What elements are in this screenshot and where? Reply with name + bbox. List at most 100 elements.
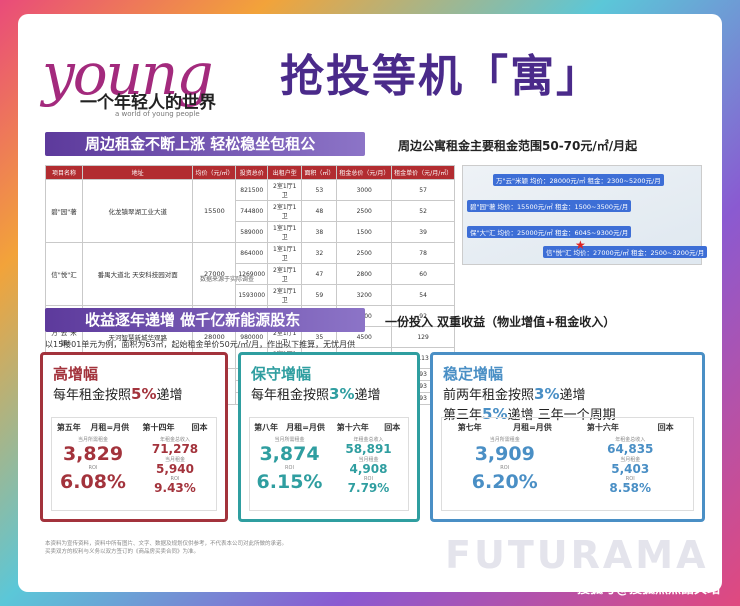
- cell: 2500: [336, 242, 393, 264]
- card-desc: 每年租金按照3%递增: [251, 386, 417, 404]
- th: 项目名称: [45, 165, 83, 180]
- card-desc: 第三年5%递增 三年一个周期: [443, 406, 702, 424]
- disclaimer-line: 买卖双方的权利与义务以双方签订的《商品房买卖合同》为准。: [45, 549, 200, 555]
- tag: 月租=月供: [90, 423, 130, 432]
- label: 当月租金: [358, 457, 379, 463]
- th: 均价（元/㎡）: [192, 165, 237, 180]
- label: 当月租金: [164, 457, 185, 463]
- map: 万"云"米颖 均价：28000元/㎡ 租金：2300~5200元/月 碧"园"著 …: [462, 165, 708, 265]
- col: 第五年 月租=月供 当月所需租金 3,829 ROI 6.08%: [52, 418, 134, 510]
- section-side: 周边公寓租金主要租金范围50-70元/㎡/月起: [398, 139, 638, 153]
- label: 当月所需租金: [489, 437, 520, 443]
- label: 年租金总收入: [353, 437, 384, 443]
- cell: 2室1厅1卫: [267, 284, 303, 306]
- cell: 番禺大道北 天安科技园对面: [81, 242, 194, 306]
- desc-text: 每年租金按照: [53, 388, 132, 403]
- cell: 1500: [336, 221, 393, 243]
- subtitle: 一个年轻人的世界: [80, 93, 216, 113]
- roi: 6.20%: [471, 471, 538, 493]
- cell: 化龙镇翠湖工业大道: [81, 179, 194, 243]
- tag: 回本: [657, 423, 674, 432]
- caption: 数据来源于实际调查: [200, 276, 255, 283]
- th: 地址: [81, 165, 194, 180]
- card-desc: 前两年租金按照3%递增: [443, 386, 702, 404]
- year: 第十四年: [142, 423, 175, 432]
- cell: 48: [301, 200, 338, 222]
- label: ROI: [170, 476, 180, 482]
- cell: 59: [301, 284, 338, 306]
- cell: 2室1厅1卫: [267, 179, 303, 201]
- cell: 1593000: [235, 284, 269, 306]
- tag: 月租=月供: [513, 423, 552, 432]
- roi: 7.79%: [347, 481, 390, 495]
- section-side: 一份投入 双重收益（物业增值+租金收入）: [385, 315, 616, 329]
- cell: 864000: [235, 242, 269, 264]
- cell: 3000: [336, 179, 393, 201]
- header-row: 项目名称 地址 均价（元/㎡） 投资总价 出租户型 面积（㎡） 租金总价（元/月） 租金单价（…: [45, 165, 455, 180]
- cell: 53: [301, 179, 338, 201]
- label: ROI: [500, 465, 510, 471]
- cell: 39: [391, 221, 455, 243]
- section-heading: 周边租金不断上涨 轻松稳坐包租公: [45, 132, 365, 156]
- desc-text: 递增: [156, 388, 183, 403]
- desc-text: 前两年租金按照: [443, 388, 535, 403]
- col: 第十六年 回本 年租金总收入 58,891 当月租金 4,908 ROI 7.79%: [329, 418, 408, 510]
- label: 当月所需租金: [77, 437, 108, 443]
- cell: 15500: [192, 179, 237, 243]
- col-head: 第七年 月租=月供: [442, 422, 568, 433]
- card-desc: 每年租金按照5%递增: [53, 386, 225, 404]
- cell: 52: [391, 200, 455, 222]
- tagline: a world of young people: [115, 110, 200, 118]
- highlight: 3%: [329, 385, 355, 403]
- row: 744800 2室1厅1卫 48 2500 52: [46, 200, 455, 222]
- cell: 碧"园"著: [45, 179, 83, 243]
- label: ROI: [364, 476, 373, 482]
- cell: 27000: [192, 242, 237, 306]
- brand: FUTURAMA: [445, 533, 709, 577]
- label: 当月所需租金: [274, 437, 305, 443]
- value: 3,829: [62, 443, 124, 465]
- col: 第十四年 回本 年租金总收入 71,278 当月租金 5,940 ROI 9.43%: [134, 418, 216, 510]
- card-title: 高增幅: [53, 365, 99, 383]
- desc-text: 第三年: [443, 408, 483, 423]
- tag: 回本: [191, 423, 208, 432]
- th: 租金单价（元/月/㎡）: [391, 165, 455, 180]
- cell: 744800: [235, 200, 269, 222]
- map-label: 保"大"汇 均价：25000元/㎡ 租金：6045~9300元/月: [467, 226, 632, 238]
- cell: 32: [301, 242, 338, 264]
- roi: 9.43%: [154, 481, 196, 495]
- col-head: 第十四年 回本: [134, 422, 216, 433]
- card-title: 稳定增幅: [443, 365, 504, 383]
- year: 第八年: [254, 423, 279, 432]
- cell: 2室1厅1卫: [267, 200, 303, 222]
- map-label: 万"云"米颖 均价：28000元/㎡ 租金：2300~5200元/月: [493, 174, 664, 186]
- th: 投资总价: [235, 165, 269, 180]
- cell: 60: [391, 263, 455, 285]
- note: 以15楼01单元为例，面积为63㎡，起始租金单价50元/㎡/月，作出以下推算，无…: [45, 340, 356, 349]
- cell: 57: [391, 179, 455, 201]
- col-head: 第八年 月租=月供: [250, 422, 329, 433]
- col-head: 第十六年 回本: [568, 422, 694, 433]
- cell: 2500: [336, 200, 393, 222]
- row: 589000 1室1厅1卫 38 1500 39: [46, 221, 455, 243]
- value: 5,403: [611, 462, 650, 476]
- cell: 信"悦"汇: [45, 242, 83, 306]
- year: 第七年: [457, 423, 482, 432]
- cell: 54: [391, 284, 455, 306]
- cell: 1室1厅1卫: [267, 242, 303, 264]
- disclaimer-line: 本资料为宣传资料，资料中所有图片、文字、数据及规划仅供参考，不代表本公司对此所做…: [45, 541, 288, 547]
- highlight: 3%: [534, 385, 560, 403]
- year: 第十六年: [586, 423, 619, 432]
- row: 信"悦"汇 番禺大道北 天安科技园对面 27000 864000 1室1厅1卫 32 250…: [45, 242, 455, 306]
- col-head: 第五年 月租=月供: [52, 422, 134, 433]
- label: ROI: [285, 465, 294, 471]
- value: 4,908: [349, 462, 388, 476]
- map-star: ★: [575, 238, 586, 252]
- value: 5,940: [156, 462, 194, 476]
- col: 第八年 月租=月供 当月所需租金 3,874 ROI 6.15%: [250, 418, 329, 510]
- roi: 6.15%: [256, 471, 323, 493]
- col: 第七年 月租=月供 当月所需租金 3,909 ROI 6.20%: [442, 418, 568, 510]
- logo: young: [42, 40, 214, 108]
- th: 面积（㎡）: [301, 165, 338, 180]
